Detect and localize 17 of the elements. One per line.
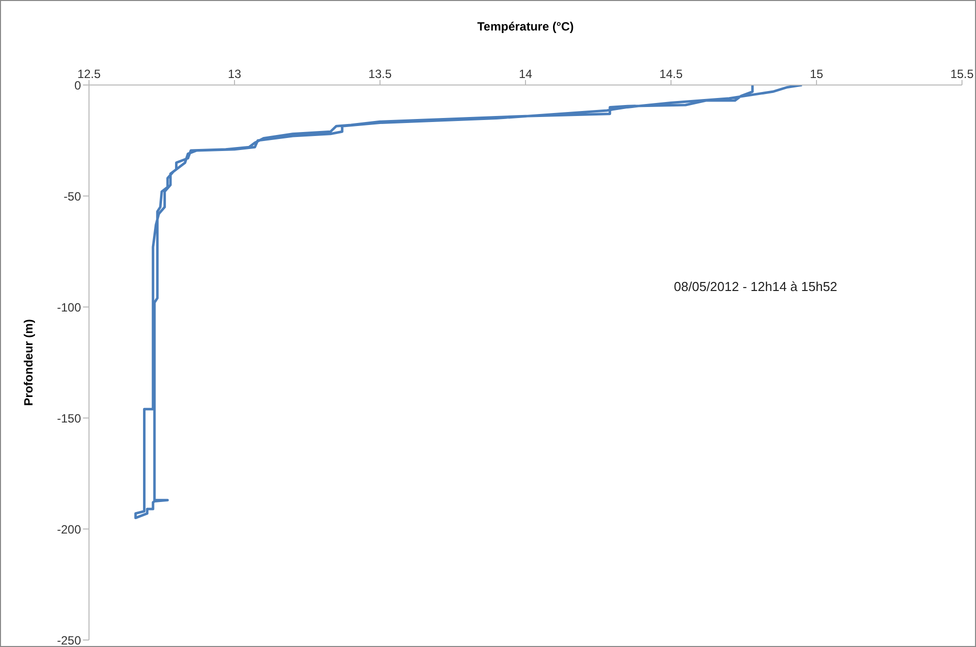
x-tick-label: 12.5 xyxy=(77,67,101,81)
x-axis-title: Température (°C) xyxy=(477,20,574,34)
x-tick-label: 15.5 xyxy=(950,67,974,81)
x-tick-label: 14.5 xyxy=(659,67,683,81)
annotation: 08/05/2012 - 12h14 à 15h52 xyxy=(674,279,838,294)
y-tick-label: -250 xyxy=(56,633,82,647)
y-axis-title: Profondeur (m) xyxy=(21,319,36,406)
x-tick-label: 14 xyxy=(518,67,532,81)
y-tick-label: -50 xyxy=(64,189,82,204)
y-tick-label: 0 xyxy=(74,78,82,92)
y-tick-label: -200 xyxy=(56,522,82,536)
x-tick-label: 13 xyxy=(228,67,242,81)
x-tick-label: 13.5 xyxy=(368,67,392,81)
x-tick-label: 15 xyxy=(810,67,824,81)
line-series xyxy=(134,85,804,520)
y-tick-label: -100 xyxy=(56,300,82,314)
y-tick-label: -150 xyxy=(56,411,82,426)
